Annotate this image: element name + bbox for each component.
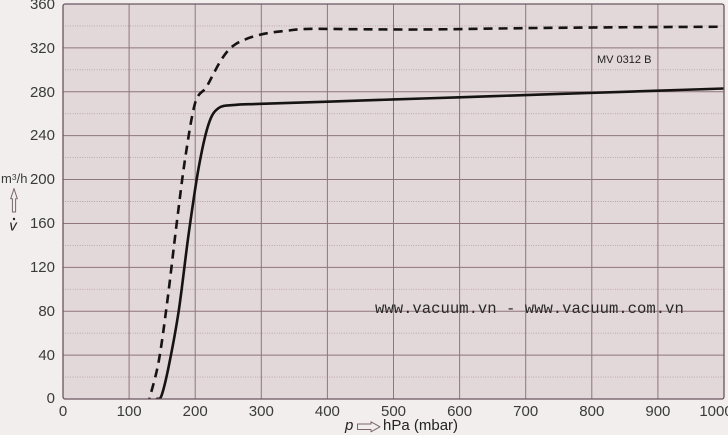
svg-text:400: 400 xyxy=(315,403,340,420)
svg-text:0: 0 xyxy=(59,403,67,420)
svg-text:MV 0312 B: MV 0312 B xyxy=(597,54,651,66)
svg-text:80: 80 xyxy=(38,303,55,320)
svg-text:m3/h: m3/h xyxy=(1,171,27,186)
svg-text:www.vacuum.vn - www.vacuum.com: www.vacuum.vn - www.vacuum.com.vn xyxy=(375,300,684,318)
svg-text:200: 200 xyxy=(183,403,208,420)
svg-text:360: 360 xyxy=(30,0,55,13)
svg-text:120: 120 xyxy=(30,259,55,276)
svg-text:700: 700 xyxy=(513,403,538,420)
svg-text:160: 160 xyxy=(30,215,55,232)
svg-text:240: 240 xyxy=(30,127,55,144)
svg-text:280: 280 xyxy=(30,84,55,101)
svg-text:hPa (mbar): hPa (mbar) xyxy=(383,417,458,434)
svg-text:320: 320 xyxy=(30,40,55,57)
svg-text:0: 0 xyxy=(47,390,55,407)
svg-text:p: p xyxy=(344,417,353,434)
svg-text:800: 800 xyxy=(579,403,604,420)
svg-text:100: 100 xyxy=(117,403,142,420)
svg-text:900: 900 xyxy=(645,403,670,420)
svg-text:200: 200 xyxy=(30,171,55,188)
svg-text:300: 300 xyxy=(249,403,274,420)
svg-text:40: 40 xyxy=(38,347,55,364)
svg-text:1000: 1000 xyxy=(699,403,728,420)
